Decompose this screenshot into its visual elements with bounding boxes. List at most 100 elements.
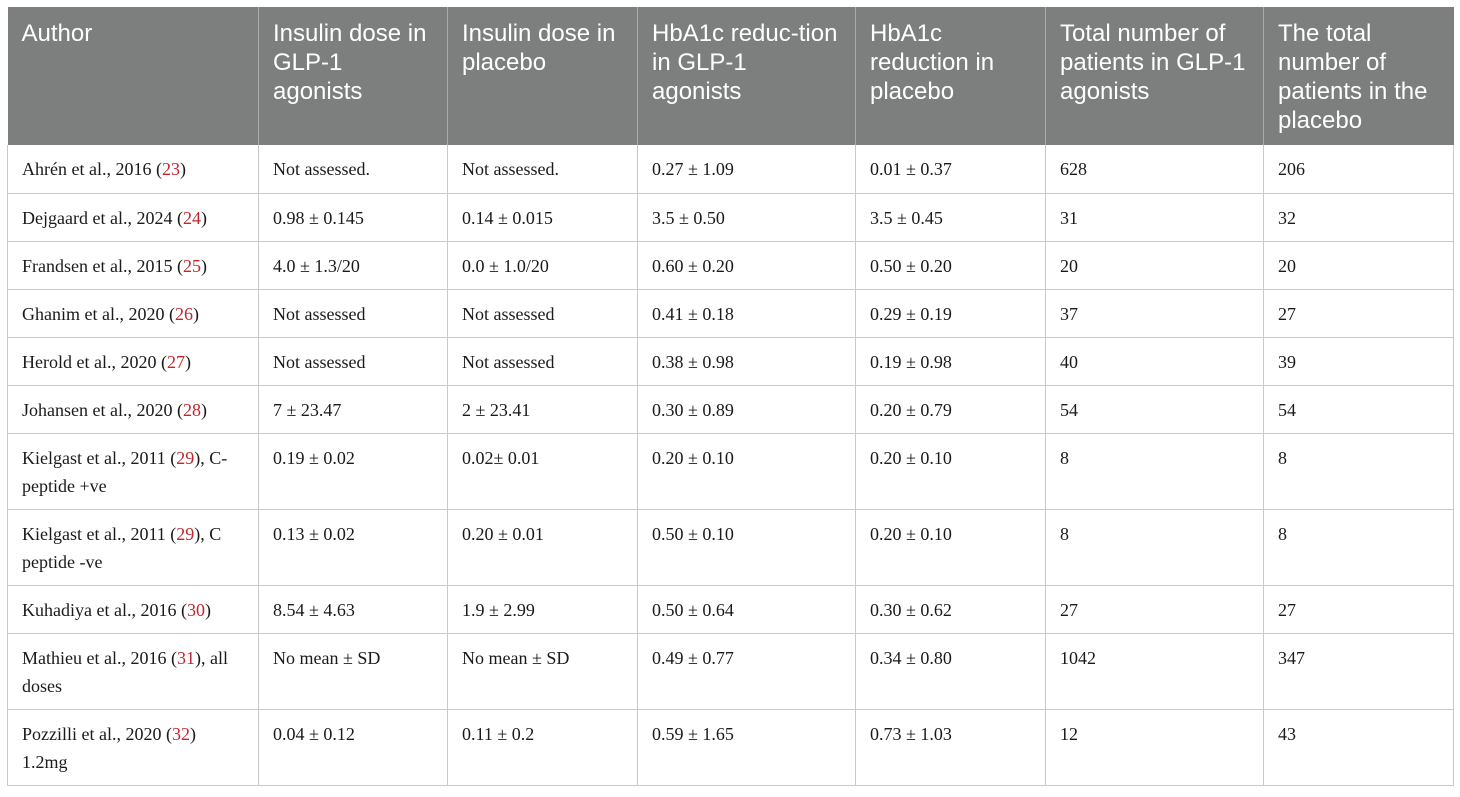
author-text-suffix: ) 1.2mg <box>22 723 196 772</box>
insulin-glp1-cell: 7 ± 23.47 <box>258 385 448 434</box>
author-text-suffix: ) <box>200 207 207 228</box>
hba1c-glp1-cell: 0.49 ± 0.77 <box>637 633 856 710</box>
hba1c-placebo-cell: 0.73 ± 1.03 <box>855 709 1046 786</box>
author-text: Kielgast et al., 2011 ( <box>22 447 177 468</box>
author-text: Herold et al., 2020 ( <box>22 351 167 372</box>
author-cell: Kielgast et al., 2011 (29), C-peptide +v… <box>7 433 259 510</box>
patients-placebo-cell: 8 <box>1263 509 1454 586</box>
table-row: Frandsen et al., 2015 (25) 4.0 ± 1.3/20 0.… <box>7 241 1454 290</box>
author-text: Dejgaard et al., 2024 ( <box>22 207 183 228</box>
reference-link[interactable]: 29 <box>176 447 195 468</box>
insulin-glp1-cell: Not assessed <box>258 289 448 338</box>
reference-link[interactable]: 25 <box>182 255 201 276</box>
reference-link[interactable]: 24 <box>182 207 201 228</box>
patients-placebo-cell: 54 <box>1263 385 1454 434</box>
insulin-placebo-cell: No mean ± SD <box>447 633 638 710</box>
hba1c-glp1-cell: 0.41 ± 0.18 <box>637 289 856 338</box>
reference-link[interactable]: 23 <box>161 159 180 179</box>
insulin-placebo-cell: 0.02± 0.01 <box>447 433 638 510</box>
table-row: Ahrén et al., 2016 (23) Not assessed. Not … <box>7 145 1454 194</box>
insulin-placebo-cell: 0.11 ± 0.2 <box>447 709 638 786</box>
hba1c-glp1-cell: 0.50 ± 0.64 <box>637 585 856 634</box>
hba1c-glp1-cell: 0.60 ± 0.20 <box>637 241 856 290</box>
hba1c-placebo-cell: 0.30 ± 0.62 <box>855 585 1046 634</box>
reference-link[interactable]: 32 <box>171 723 190 744</box>
patients-placebo-cell: 206 <box>1263 145 1454 194</box>
patients-placebo-cell: 32 <box>1263 193 1454 242</box>
author-cell: Johansen et al., 2020 (28) <box>7 385 259 434</box>
insulin-placebo-cell: 0.20 ± 0.01 <box>447 509 638 586</box>
author-cell: Mathieu et al., 2016 (31), all doses <box>7 633 259 710</box>
hba1c-glp1-cell: 0.50 ± 0.10 <box>637 509 856 586</box>
insulin-glp1-cell: 0.13 ± 0.02 <box>258 509 448 586</box>
author-text-suffix: ), C peptide -ve <box>22 523 222 572</box>
table-row: Herold et al., 2020 (27) Not assessed Not … <box>7 337 1454 386</box>
patients-placebo-cell: 20 <box>1263 241 1454 290</box>
header-patients-placebo: The total number of patients in the plac… <box>1263 7 1454 145</box>
hba1c-glp1-cell: 0.38 ± 0.98 <box>637 337 856 386</box>
patients-glp1-cell: 20 <box>1045 241 1264 290</box>
patients-glp1-cell: 12 <box>1045 709 1264 786</box>
table-row: Kuhadiya et al., 2016 (30) 8.54 ± 4.63 1.9… <box>7 585 1454 634</box>
hba1c-glp1-cell: 0.27 ± 1.09 <box>637 145 856 194</box>
table-row: Pozzilli et al., 2020 (32) 1.2mg 0.04 ± 0… <box>7 709 1454 786</box>
table-body: Ahrén et al., 2016 (23) Not assessed. Not … <box>7 145 1454 786</box>
author-text: Kuhadiya et al., 2016 ( <box>22 599 187 620</box>
author-text: Frandsen et al., 2015 ( <box>22 255 183 276</box>
hba1c-glp1-cell: 0.20 ± 0.10 <box>637 433 856 510</box>
reference-link[interactable]: 26 <box>174 303 193 324</box>
author-text-suffix: ) <box>204 599 211 620</box>
patients-glp1-cell: 40 <box>1045 337 1264 386</box>
patients-placebo-cell: 27 <box>1263 585 1454 634</box>
hba1c-placebo-cell: 0.34 ± 0.80 <box>855 633 1046 710</box>
hba1c-placebo-cell: 0.20 ± 0.10 <box>855 509 1046 586</box>
author-text-suffix: ), C-peptide +ve <box>22 447 228 496</box>
patients-placebo-cell: 39 <box>1263 337 1454 386</box>
author-text-suffix: ) <box>184 351 191 372</box>
insulin-glp1-cell: 4.0 ± 1.3/20 <box>258 241 448 290</box>
header-hba1c-placebo: HbA1c reduction in placebo <box>855 7 1046 145</box>
author-text-suffix: ), all doses <box>22 647 228 696</box>
patients-glp1-cell: 37 <box>1045 289 1264 338</box>
patients-placebo-cell: 43 <box>1263 709 1454 786</box>
author-text-suffix: ) <box>200 255 207 276</box>
table-row: Ghanim et al., 2020 (26) Not assessed Not … <box>7 289 1454 338</box>
patients-glp1-cell: 8 <box>1045 433 1264 510</box>
hba1c-placebo-cell: 0.20 ± 0.10 <box>855 433 1046 510</box>
table-row: Dejgaard et al., 2024 (24) 0.98 ± 0.145 0.… <box>7 193 1454 242</box>
author-cell: Kielgast et al., 2011 (29), C peptide -v… <box>7 509 259 586</box>
author-text: Mathieu et al., 2016 ( <box>22 647 177 668</box>
patients-glp1-cell: 8 <box>1045 509 1264 586</box>
patients-glp1-cell: 628 <box>1045 145 1264 194</box>
reference-link[interactable]: 28 <box>182 399 201 420</box>
insulin-placebo-cell: 0.0 ± 1.0/20 <box>447 241 638 290</box>
insulin-glp1-cell: Not assessed <box>258 337 448 386</box>
reference-link[interactable]: 27 <box>166 351 185 372</box>
header-insulin-glp1: Insulin dose in GLP-1 agonists <box>258 7 448 145</box>
reference-link[interactable]: 30 <box>186 599 205 620</box>
author-cell: Pozzilli et al., 2020 (32) 1.2mg <box>7 709 259 786</box>
author-text: Johansen et al., 2020 ( <box>22 399 183 420</box>
patients-placebo-cell: 347 <box>1263 633 1454 710</box>
insulin-glp1-cell: 0.19 ± 0.02 <box>258 433 448 510</box>
insulin-placebo-cell: Not assessed <box>447 289 638 338</box>
insulin-glp1-cell: Not assessed. <box>258 145 448 194</box>
author-text: Pozzilli et al., 2020 ( <box>22 723 172 744</box>
hba1c-placebo-cell: 0.19 ± 0.98 <box>855 337 1046 386</box>
hba1c-placebo-cell: 0.29 ± 0.19 <box>855 289 1046 338</box>
hba1c-glp1-cell: 0.30 ± 0.89 <box>637 385 856 434</box>
insulin-glp1-cell: 0.04 ± 0.12 <box>258 709 448 786</box>
insulin-placebo-cell: 2 ± 23.41 <box>447 385 638 434</box>
glp1-comparison-table: Author Insulin dose in GLP-1 agonists In… <box>7 7 1454 786</box>
header-insulin-placebo: Insulin dose in placebo <box>447 7 638 145</box>
header-patients-glp1: Total number of patients in GLP-1 agonis… <box>1045 7 1264 145</box>
author-cell: Dejgaard et al., 2024 (24) <box>7 193 259 242</box>
reference-link[interactable]: 31 <box>176 647 195 668</box>
reference-link[interactable]: 29 <box>176 523 195 544</box>
table-row: Mathieu et al., 2016 (31), all doses No m… <box>7 633 1454 710</box>
hba1c-placebo-cell: 0.20 ± 0.79 <box>855 385 1046 434</box>
author-cell: Ghanim et al., 2020 (26) <box>7 289 259 338</box>
header-hba1c-glp1: HbA1c reduc-tion in GLP-1 agonists <box>637 7 856 145</box>
patients-placebo-cell: 27 <box>1263 289 1454 338</box>
author-text: Ghanim et al., 2020 ( <box>22 303 175 324</box>
